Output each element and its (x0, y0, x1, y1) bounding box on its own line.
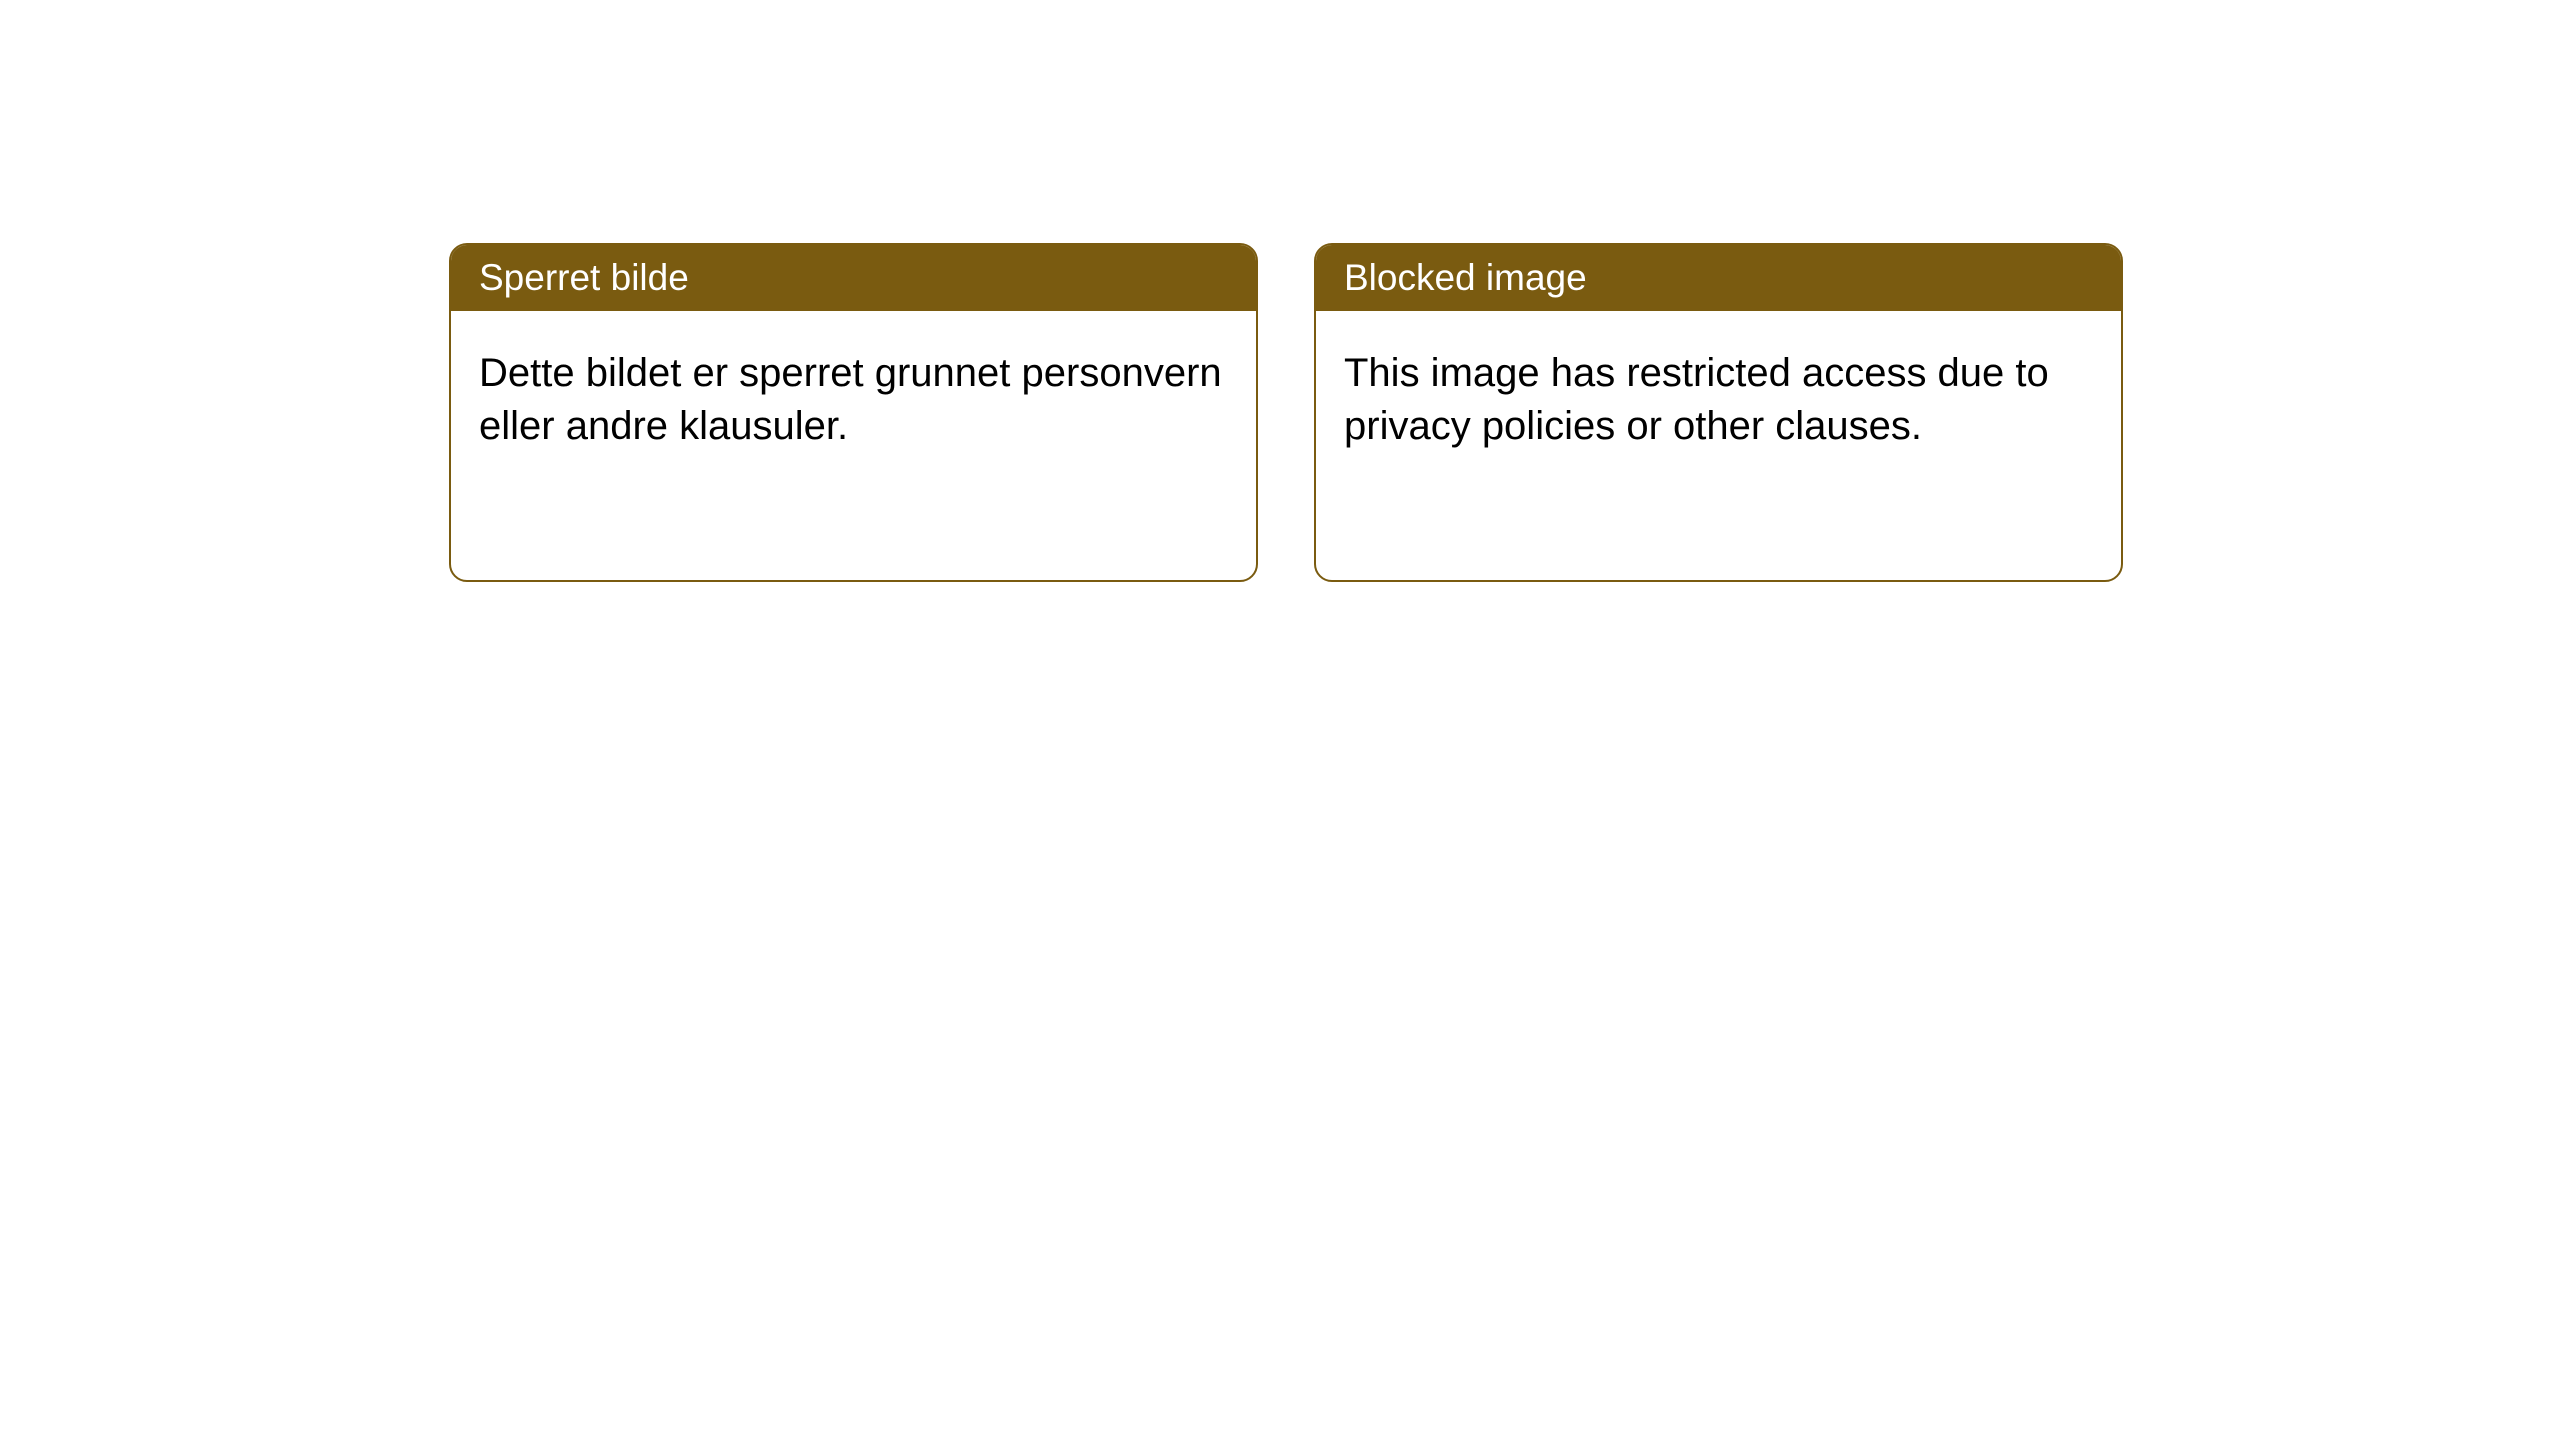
notice-title-norwegian: Sperret bilde (451, 245, 1256, 311)
notice-card-english: Blocked image This image has restricted … (1314, 243, 2123, 582)
notice-title-english: Blocked image (1316, 245, 2121, 311)
notice-body-english: This image has restricted access due to … (1316, 311, 2121, 489)
notice-body-norwegian: Dette bildet er sperret grunnet personve… (451, 311, 1256, 489)
notice-card-norwegian: Sperret bilde Dette bildet er sperret gr… (449, 243, 1258, 582)
notice-container: Sperret bilde Dette bildet er sperret gr… (0, 0, 2560, 582)
